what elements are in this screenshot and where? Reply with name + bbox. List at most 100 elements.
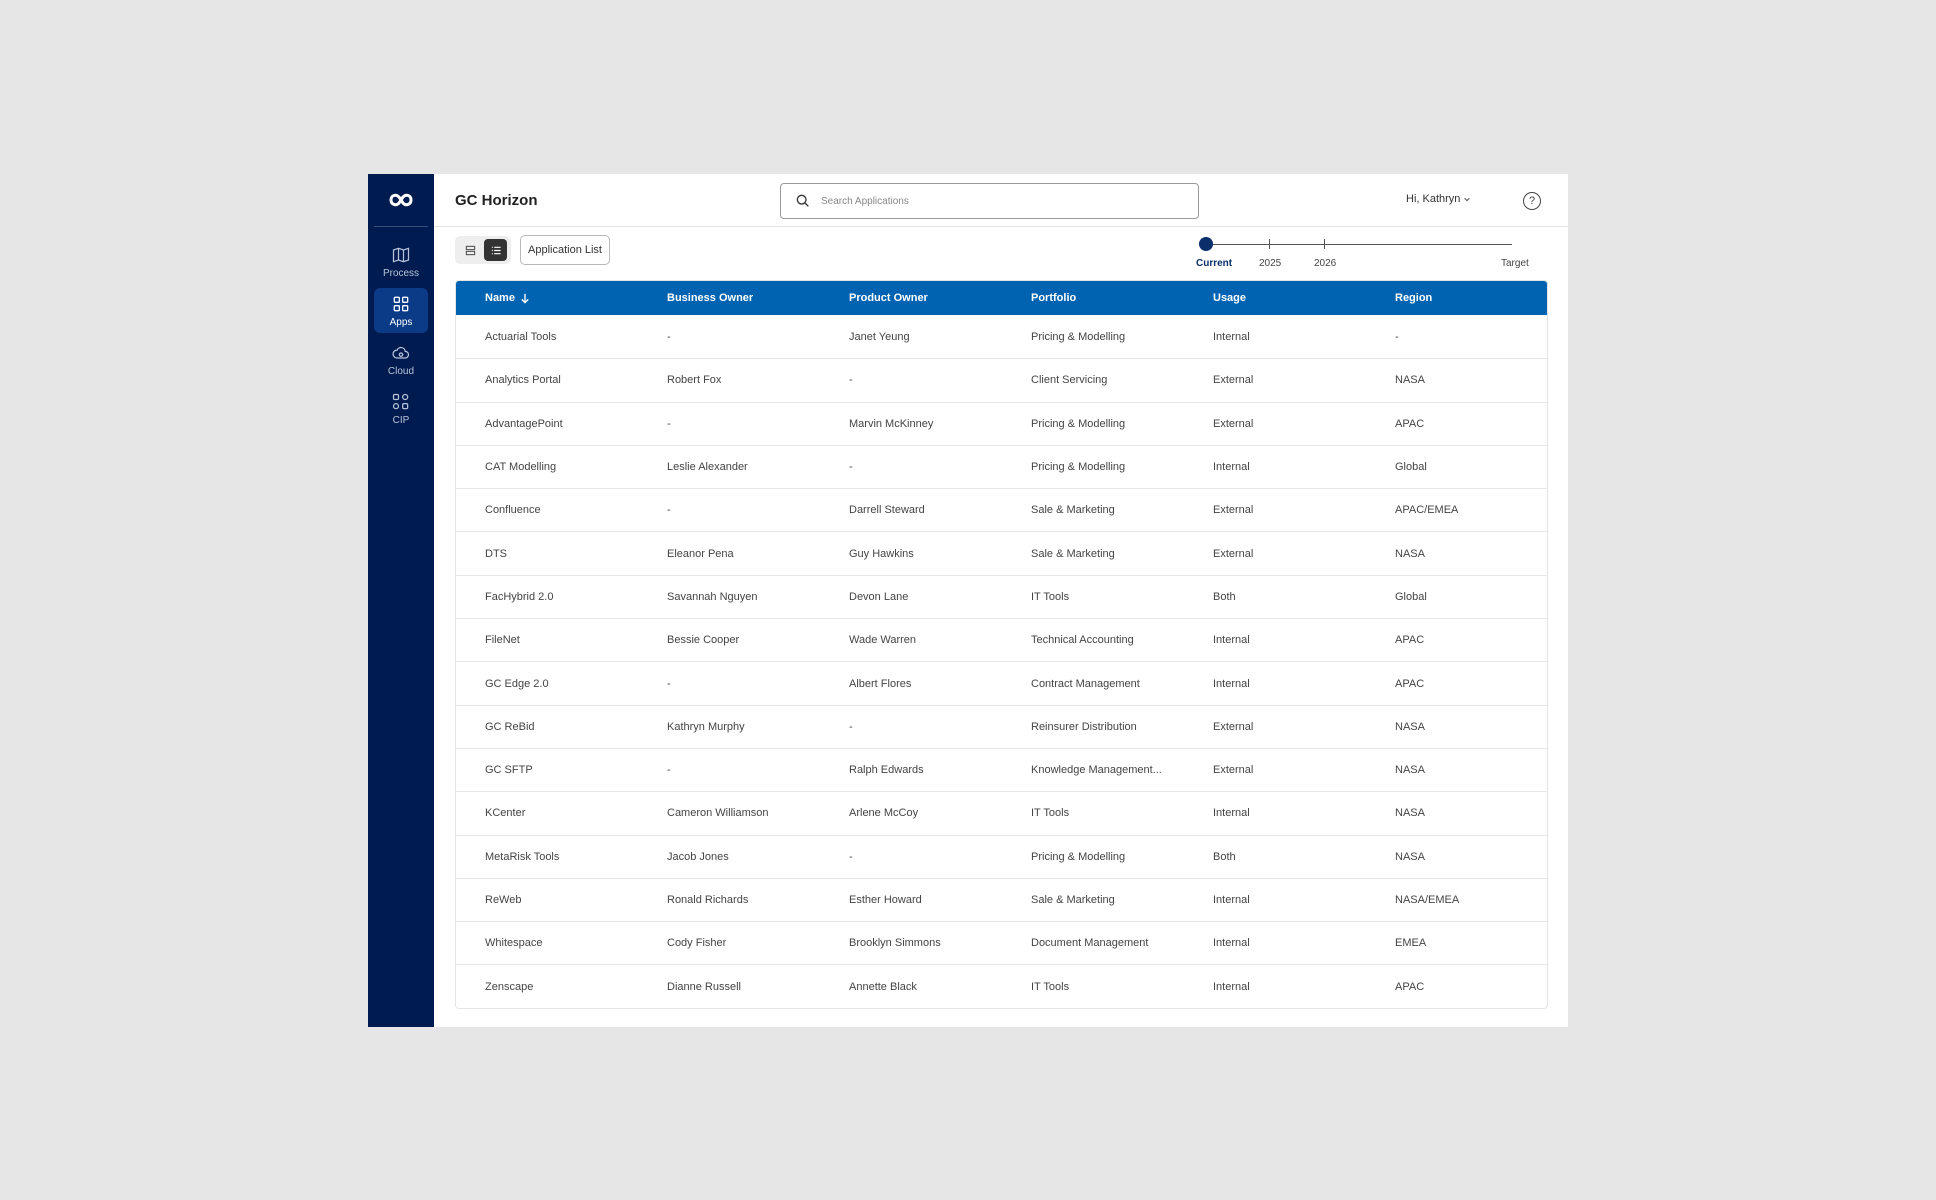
cell-region: APAC bbox=[1395, 417, 1425, 430]
user-greeting: Hi, Kathryn bbox=[1406, 193, 1461, 205]
cell-region: NASA/EMEA bbox=[1395, 894, 1460, 906]
chevron-down-icon bbox=[1464, 197, 1471, 202]
cell-name: KCenter bbox=[485, 807, 526, 820]
logo[interactable] bbox=[374, 174, 428, 227]
application-list-chip[interactable]: Application List bbox=[520, 235, 610, 265]
cell-portfolio: Technical Accounting bbox=[1031, 634, 1134, 647]
cell-portfolio: Sale & Marketing bbox=[1031, 504, 1115, 517]
cell-name: Actuarial Tools bbox=[485, 330, 557, 343]
cell-region: Global bbox=[1395, 590, 1427, 603]
cell-business-owner: - bbox=[667, 417, 671, 430]
cell-product-owner: - bbox=[849, 461, 853, 474]
cell-business-owner: Dianne Russell bbox=[667, 980, 741, 993]
cell-portfolio: IT Tools bbox=[1031, 980, 1070, 993]
cell-portfolio: Pricing & Modelling bbox=[1031, 330, 1126, 343]
timeline-slider[interactable]: Current 2025 2026 Target bbox=[1196, 236, 1536, 276]
sidebar-item-label: Apps bbox=[389, 316, 413, 328]
cell-business-owner: Robert Fox bbox=[667, 374, 722, 387]
sidebar-item-process[interactable]: Process bbox=[374, 239, 428, 284]
cell-portfolio: IT Tools bbox=[1031, 590, 1070, 603]
cell-name: CAT Modelling bbox=[485, 461, 557, 474]
table-row[interactable]: Analytics Portal Robert Fox - Client Servic… bbox=[456, 358, 1547, 401]
cell-portfolio: IT Tools bbox=[1031, 807, 1070, 820]
table-row[interactable]: DTS Eleanor Pena Guy Hawkins Sale & Marketi… bbox=[456, 531, 1547, 574]
search-input[interactable] bbox=[821, 195, 1161, 207]
table-row[interactable]: MetaRisk Tools Jacob Jones - Pricing & Mode… bbox=[456, 834, 1547, 878]
timeline-label-2026[interactable]: 2026 bbox=[1314, 258, 1337, 269]
help-button[interactable]: ? bbox=[1523, 192, 1541, 210]
sidebar-item-cip[interactable]: CIP bbox=[374, 386, 428, 431]
cell-product-owner: Arlene McCoy bbox=[849, 807, 919, 820]
cell-name: GC SFTP bbox=[485, 764, 533, 777]
column-header-name[interactable]: Name bbox=[456, 292, 638, 304]
top-bar: GC Horizon Hi, Kathryn ? bbox=[434, 174, 1568, 227]
table-row[interactable]: Confluence - Darrell Steward Sale & Marketi… bbox=[456, 488, 1547, 531]
search-box[interactable] bbox=[780, 183, 1199, 219]
table-row[interactable]: CAT Modelling Leslie Alexander - Pricing & … bbox=[456, 444, 1547, 488]
cell-business-owner: - bbox=[667, 330, 671, 343]
cell-usage: Internal bbox=[1213, 634, 1250, 647]
timeline-label-target[interactable]: Target bbox=[1501, 258, 1529, 269]
column-header-usage[interactable]: Usage bbox=[1213, 292, 1247, 304]
table-row[interactable]: Whitespace Cody Fisher Brooklyn Simmons Doc… bbox=[456, 921, 1547, 964]
table-row[interactable]: Zenscape Dianne Russell Annette Black IT To… bbox=[456, 964, 1547, 1007]
cell-region: APAC/EMEA bbox=[1395, 504, 1459, 517]
cell-name: ReWeb bbox=[485, 894, 522, 906]
list-view-button[interactable] bbox=[484, 239, 507, 261]
list-icon bbox=[491, 246, 501, 254]
table-row[interactable]: ReWeb Ronald Richards Esther Howard Sale & … bbox=[456, 877, 1547, 921]
column-header-product-owner[interactable]: Product Owner bbox=[849, 292, 928, 304]
cell-business-owner: Kathryn Murphy bbox=[667, 720, 745, 733]
user-menu[interactable]: Hi, Kathryn bbox=[1406, 193, 1471, 205]
rows-icon bbox=[465, 245, 476, 255]
sidebar-item-label: Cloud bbox=[387, 365, 415, 377]
column-header-region[interactable]: Region bbox=[1395, 292, 1433, 304]
cell-region: - bbox=[1395, 330, 1399, 343]
cell-portfolio: Pricing & Modelling bbox=[1031, 850, 1126, 863]
cell-portfolio: Pricing & Modelling bbox=[1031, 461, 1126, 474]
table-header: Name Business Owner Product Owner Portfo… bbox=[456, 281, 1547, 315]
table-row[interactable]: FileNet Bessie Cooper Wade Warren Technical… bbox=[456, 618, 1547, 661]
cell-business-owner: - bbox=[667, 764, 671, 777]
cell-portfolio: Client Servicing bbox=[1031, 374, 1108, 387]
cell-portfolio: Sale & Marketing bbox=[1031, 894, 1115, 906]
card-view-button[interactable] bbox=[459, 239, 482, 261]
sidebar-item-apps[interactable]: Apps bbox=[374, 288, 428, 333]
cell-business-owner: Jacob Jones bbox=[667, 850, 729, 863]
cell-name: DTS bbox=[485, 547, 507, 560]
view-toolbar: Application List bbox=[455, 235, 610, 265]
cell-name: GC ReBid bbox=[485, 720, 535, 733]
timeline-label-current[interactable]: Current bbox=[1196, 258, 1233, 269]
table-row[interactable]: KCenter Cameron Williamson Arlene McCoy IT … bbox=[456, 791, 1547, 834]
sidebar: Process Apps Cloud CIP bbox=[368, 174, 434, 1027]
column-header-portfolio[interactable]: Portfolio bbox=[1031, 292, 1077, 304]
table-row[interactable]: FacHybrid 2.0 Savannah Nguyen Devon Lane IT… bbox=[456, 574, 1547, 618]
table-row[interactable]: GC ReBid Kathryn Murphy - Reinsurer Distrib… bbox=[456, 704, 1547, 748]
table-row[interactable]: AdvantagePoint - Marvin McKinney Pricing & … bbox=[456, 401, 1547, 445]
cell-region: NASA bbox=[1395, 547, 1425, 560]
table-body: Actuarial Tools - Janet Yeung Pricing & Mod… bbox=[456, 315, 1547, 1008]
cell-product-owner: - bbox=[849, 850, 853, 863]
cell-portfolio: Knowledge Management... bbox=[1031, 764, 1162, 777]
app-window: Process Apps Cloud CIP GC Horizon bbox=[368, 174, 1568, 1027]
cell-business-owner: Savannah Nguyen bbox=[667, 590, 758, 603]
column-header-business-owner[interactable]: Business Owner bbox=[667, 292, 754, 304]
cell-name: Analytics Portal bbox=[485, 374, 561, 387]
timeline-label-2025[interactable]: 2025 bbox=[1259, 258, 1282, 269]
cell-name: Zenscape bbox=[485, 980, 534, 993]
cell-business-owner: Cameron Williamson bbox=[667, 807, 769, 820]
table-row[interactable]: GC Edge 2.0 - Albert Flores Contract Manage… bbox=[456, 661, 1547, 704]
table-row[interactable]: Actuarial Tools - Janet Yeung Pricing & Mod… bbox=[456, 315, 1547, 358]
cell-portfolio: Contract Management bbox=[1031, 677, 1140, 690]
cell-region: NASA bbox=[1395, 374, 1425, 387]
cell-name: MetaRisk Tools bbox=[485, 850, 560, 863]
cell-usage: Internal bbox=[1213, 894, 1250, 906]
table-row[interactable]: GC SFTP - Ralph Edwards Knowledge Managemen… bbox=[456, 747, 1547, 791]
sidebar-item-cloud[interactable]: Cloud bbox=[374, 337, 428, 382]
cell-usage: Internal bbox=[1213, 980, 1250, 993]
cell-product-owner: Brooklyn Simmons bbox=[849, 937, 941, 950]
timeline-handle[interactable] bbox=[1199, 237, 1213, 251]
cell-business-owner: - bbox=[667, 504, 671, 517]
timeline-tick bbox=[1269, 239, 1270, 249]
cell-business-owner: Ronald Richards bbox=[667, 894, 749, 906]
